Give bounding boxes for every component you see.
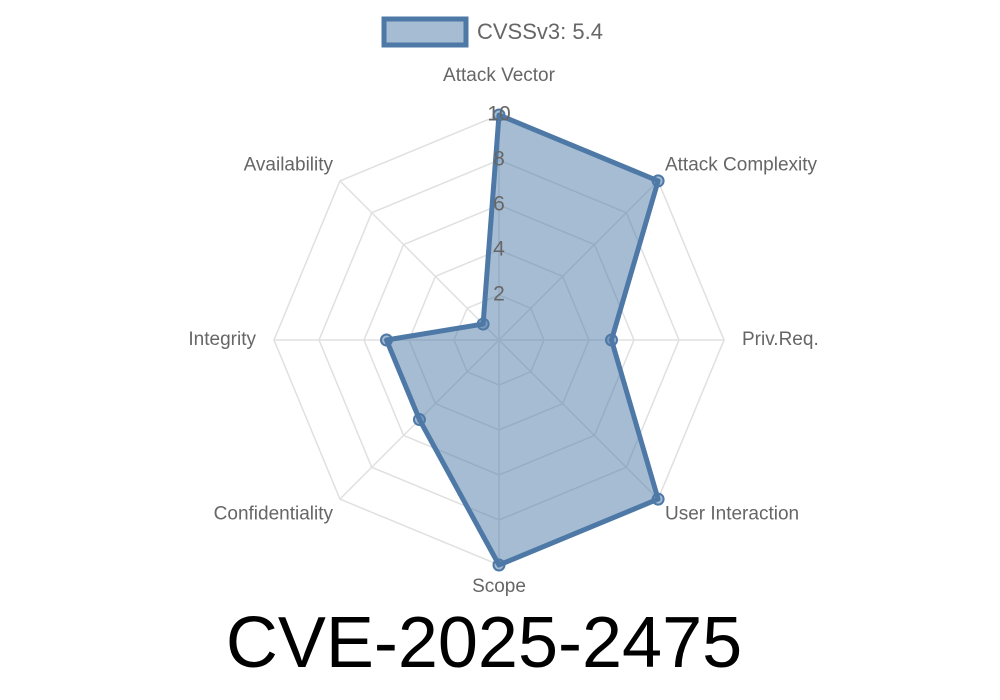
radar-point [412,413,426,427]
radar-point [651,174,665,188]
axis-label: Integrity [188,329,256,350]
axis-label: Availability [244,154,334,175]
legend-label: CVSSv3: 5.4 [477,19,603,44]
radar-point [380,333,393,347]
axis-label: Confidentiality [214,504,334,525]
chart-title: CVE-2025-2475 [226,603,742,683]
legend-swatch [381,16,469,48]
axis-label: Attack Vector [443,65,556,86]
r-tick-label: 10 [487,103,510,126]
radar-point [492,108,506,122]
radar-point [651,492,665,506]
axis-label: Scope [472,576,526,597]
axis-label: Attack Complexity [665,154,818,175]
axis-label: Priv.Req. [742,329,819,350]
r-tick-label: 4 [493,238,505,261]
radar-point [605,333,618,347]
radar-point [476,317,490,331]
r-tick-label: 2 [493,283,505,306]
spoke [339,180,500,341]
r-tick-label: 8 [493,148,505,171]
radar-point [492,558,506,572]
axis-label: User Interaction [665,504,799,525]
r-tick-label: 6 [493,193,505,216]
